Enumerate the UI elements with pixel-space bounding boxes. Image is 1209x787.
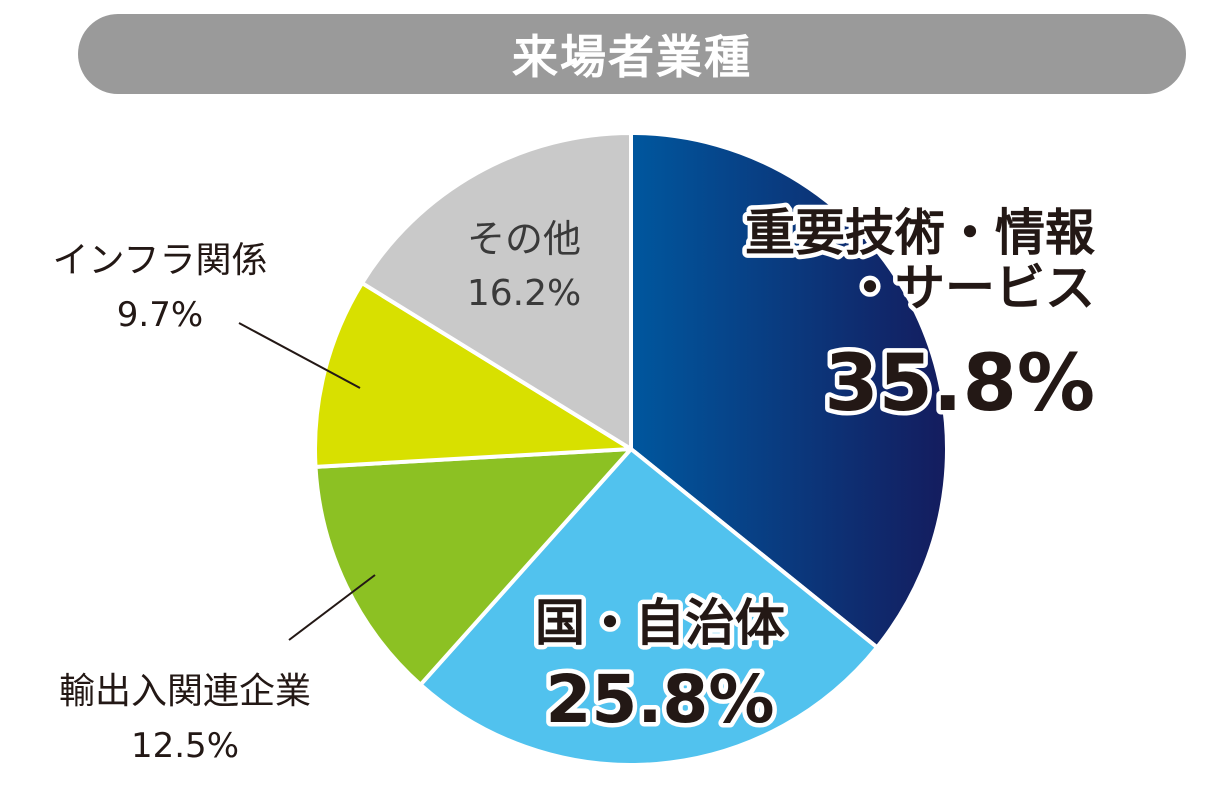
chart-title: 来場者業種 <box>512 30 752 84</box>
slice-import-export-value-label: 12.5% <box>131 726 239 766</box>
slice-important-tech-value-label-halo: 35.8% <box>824 339 1095 429</box>
slice-important-tech-label-line-1: ・サービス <box>845 259 1095 317</box>
slice-important-tech <box>629 131 949 650</box>
slice-infrastructure-leader-line <box>238 322 361 389</box>
slice-important-tech-label-line-0-halo: 重要技術・情報 <box>745 204 1095 262</box>
pie-slices <box>313 131 949 767</box>
slice-other <box>360 131 633 451</box>
slice-government-label-line-0: 国・自治体 <box>535 594 785 652</box>
slice-other-label-line-0: その他 <box>467 217 581 261</box>
slice-important-tech-label-line-1-halo: ・サービス <box>845 259 1095 317</box>
slice-labels: 重要技術・情報重要技術・情報・サービス・サービス35.8%35.8%国・自治体国… <box>53 200 1100 767</box>
slice-other-value-label: 16.2% <box>467 273 581 314</box>
slice-government <box>418 447 879 767</box>
slice-import-export-label-line-0: 輸出入関連企業 <box>59 671 311 712</box>
slice-infrastructure <box>313 281 633 469</box>
slice-import-export-leader-line <box>288 574 376 641</box>
slice-infrastructure-value-label: 9.7% <box>117 295 203 335</box>
slice-infrastructure-label-line-0: インフラ関係 <box>53 240 268 281</box>
slice-government-value-label-halo: 25.8% <box>546 661 775 738</box>
slice-important-tech-value-label: 35.8% <box>824 339 1095 429</box>
slice-important-tech-label-line-0: 重要技術・情報 <box>745 204 1095 262</box>
chart-title-bar: 来場者業種 <box>78 14 1186 94</box>
slice-government-label-line-0-halo: 国・自治体 <box>535 594 785 652</box>
slice-import-export <box>313 447 633 687</box>
leader-lines <box>238 322 376 641</box>
slice-government-value-label: 25.8% <box>546 661 775 738</box>
